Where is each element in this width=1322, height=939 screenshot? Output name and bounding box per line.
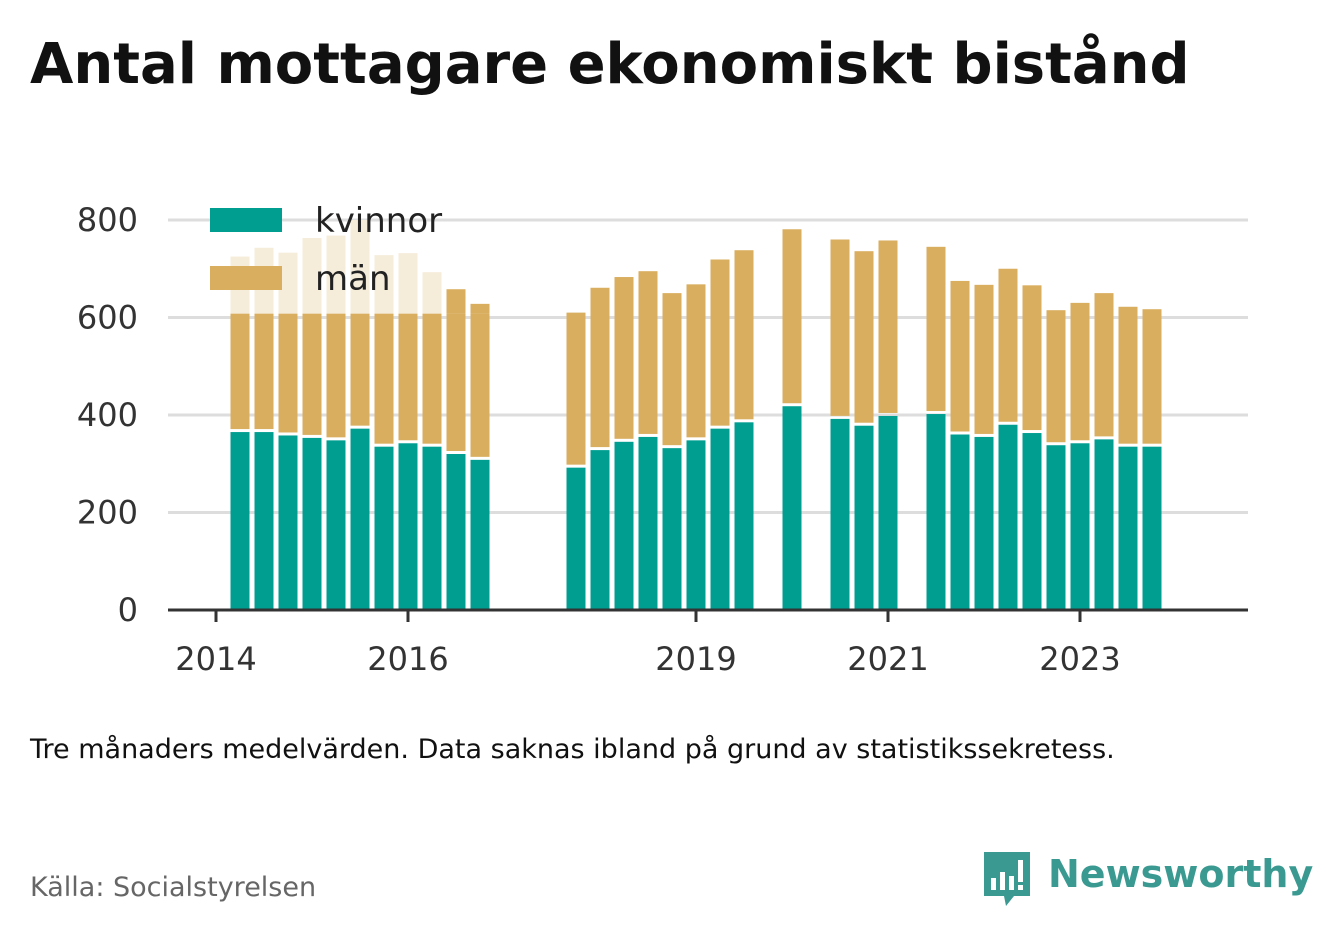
axes: 0 200 400 600 800 2014 2016 2019 2021 2023	[77, 201, 1248, 678]
bar-man	[614, 277, 634, 439]
bar-man	[470, 313, 490, 457]
bar-man-overlay	[302, 238, 322, 314]
legend-swatch-man	[210, 266, 282, 290]
bar-man	[782, 229, 802, 404]
bar-kvinnor	[470, 459, 490, 610]
bar-kvinnor	[878, 415, 898, 610]
bar-kvinnor	[662, 448, 682, 610]
y-tick-label: 200	[77, 494, 138, 532]
bar-man-overlay	[422, 272, 442, 314]
bar-man	[1022, 285, 1042, 431]
bar-man-overlay	[470, 303, 490, 314]
bar-kvinnor	[1070, 443, 1090, 610]
bar-kvinnor	[782, 406, 802, 610]
bar-kvinnor	[830, 418, 850, 610]
bar-man	[1118, 306, 1138, 444]
bar-man	[302, 313, 322, 435]
bar-man	[350, 313, 370, 426]
bar-kvinnor	[398, 443, 418, 610]
bar-kvinnor	[1022, 433, 1042, 610]
bar-kvinnor	[686, 440, 706, 610]
bar-man	[566, 312, 586, 465]
legend-label-kvinnor: kvinnor	[315, 201, 442, 241]
chart-title: Antal mottagare ekonomiskt bistånd	[30, 32, 1190, 97]
bar-man	[398, 313, 418, 441]
source-text: Källa: Socialstyrelsen	[30, 872, 317, 903]
bar-man	[230, 313, 250, 430]
y-tick-label: 400	[77, 396, 138, 434]
y-tick-label: 800	[77, 201, 138, 239]
legend-swatch-kvinnor	[210, 208, 282, 232]
x-tick-label: 2023	[1039, 640, 1120, 678]
bar-kvinnor	[374, 446, 394, 610]
bar-man	[926, 246, 946, 412]
bar-man	[1094, 293, 1114, 437]
bar-man-overlay	[374, 255, 394, 314]
bar-man	[950, 280, 970, 432]
bar-man-overlay	[350, 220, 370, 314]
bar-man	[1142, 309, 1162, 444]
bar-kvinnor	[446, 454, 466, 610]
bar-kvinnor	[1118, 446, 1138, 610]
bar-kvinnor	[326, 440, 346, 610]
bar-man	[1070, 302, 1090, 441]
bar-kvinnor	[974, 436, 994, 610]
gridlines	[168, 218, 1248, 514]
x-tick-label: 2021	[847, 640, 928, 678]
bar-kvinnor	[710, 428, 730, 610]
bar-man-overlay	[326, 235, 346, 314]
bar-man	[374, 313, 394, 444]
bar-man	[422, 313, 442, 444]
newsworthy-logo-text: Newsworthy	[1048, 852, 1314, 896]
bar-kvinnor	[350, 428, 370, 610]
legend-label-man: män	[315, 259, 391, 299]
x-tick-label: 2016	[367, 640, 448, 678]
x-tick-label: 2019	[655, 640, 736, 678]
x-tick-label: 2014	[175, 640, 256, 678]
bar-man-overlay	[278, 252, 298, 314]
bar-man	[974, 284, 994, 434]
bar-man	[662, 293, 682, 446]
bar-kvinnor	[1094, 439, 1114, 610]
bar-man	[878, 240, 898, 413]
bar-man	[830, 239, 850, 416]
newsworthy-logo-icon	[984, 852, 1030, 906]
bar-man	[326, 313, 346, 438]
bar-man	[1046, 310, 1066, 443]
bar-kvinnor	[302, 437, 322, 610]
newsworthy-logo[interactable]: Newsworthy	[980, 848, 1313, 912]
bar-kvinnor	[590, 450, 610, 610]
bar-kvinnor	[998, 424, 1018, 610]
bar-kvinnor	[854, 425, 874, 610]
bar-man-overlay	[446, 289, 466, 314]
bar-man	[998, 268, 1018, 422]
bar-kvinnor	[950, 434, 970, 610]
bar-man	[854, 251, 874, 423]
bar-man	[686, 284, 706, 438]
bar-man	[638, 271, 658, 434]
bar-kvinnor	[1142, 446, 1162, 610]
bar-man-overlay	[398, 253, 418, 314]
bar-man	[254, 313, 274, 430]
chart-note: Tre månaders medelvärden. Data saknas ib…	[30, 734, 1115, 765]
bar-kvinnor	[566, 467, 586, 610]
bar-kvinnor	[614, 441, 634, 610]
y-tick-label: 600	[77, 299, 138, 337]
bar-man	[446, 313, 466, 451]
bar-man	[734, 250, 754, 420]
bar-kvinnor	[278, 435, 298, 610]
y-tick-label: 0	[118, 591, 138, 629]
bar-kvinnor	[230, 432, 250, 610]
bar-kvinnor	[1046, 445, 1066, 610]
bar-kvinnor	[734, 422, 754, 610]
bar-man	[710, 259, 730, 426]
legend: kvinnor män	[210, 201, 442, 299]
bar-chart: 0 200 400 600 800 2014 2016 2019 2021 2023 kvinno…	[77, 201, 1248, 678]
bar-kvinnor	[422, 446, 442, 610]
bar-kvinnor	[254, 432, 274, 610]
bar-kvinnor	[926, 414, 946, 610]
bar-kvinnor	[638, 436, 658, 610]
bar-man	[278, 313, 298, 433]
bar-man	[590, 287, 610, 448]
